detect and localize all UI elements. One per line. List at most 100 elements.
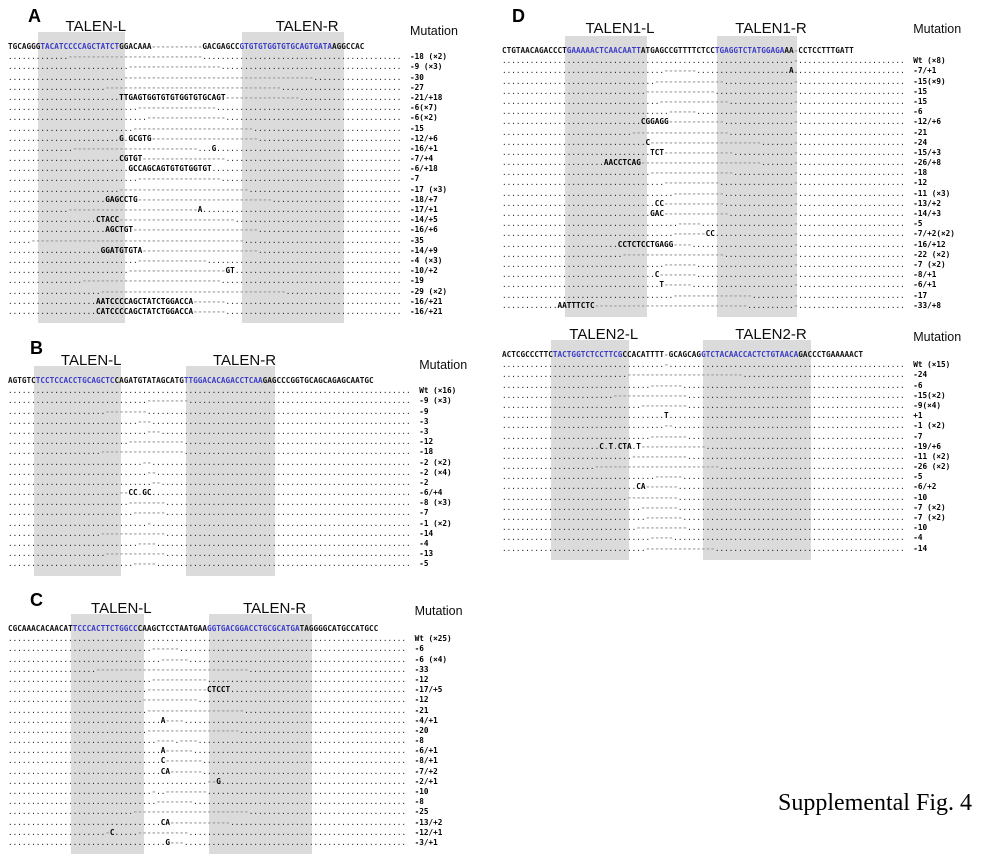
row-sequence: ................------------------------… xyxy=(8,276,402,286)
row-sequence: ....................................----… xyxy=(502,107,905,117)
alignment-row: ...............................-..------… xyxy=(8,787,482,797)
mutation-label: -12 xyxy=(913,178,928,188)
row-sequence: ...................................-----… xyxy=(502,66,905,76)
row-sequence: ..........................--------------… xyxy=(502,249,905,259)
row-sequence: .............---------------------------… xyxy=(8,205,402,214)
row-sequence: ............................------------… xyxy=(502,127,905,137)
alignment-row: ...............................--.......… xyxy=(8,478,486,488)
alignment-row: ...............................---------… xyxy=(502,544,980,554)
alignment-row: .................................------.… xyxy=(8,655,482,665)
mutation-label: -7 (×2) xyxy=(913,502,946,512)
panel-D2: TALEN2-L TALEN2-R Mutation ACTCGCCCTTCTACTG… xyxy=(500,322,981,568)
mutation-label: -5 xyxy=(419,559,429,569)
alignment-row: .................................CC-----… xyxy=(502,199,980,209)
alignment-row: .............---------------------------… xyxy=(8,205,477,215)
talen-right-binding-site: GGTGACGGACCTGCGCATGA xyxy=(207,624,300,633)
row-sequence: ...............................---------… xyxy=(502,543,905,553)
row-sequence: ................................--------… xyxy=(502,168,905,178)
mutation-label: +1 xyxy=(913,411,923,421)
alignment-row: ................................TCT-----… xyxy=(502,148,980,158)
alignment-row: .....................GAGCCTG------------… xyxy=(8,195,477,205)
row-sequence: ....................--------------------… xyxy=(502,462,905,472)
alignment-row: .....................C.T.CTA.T----------… xyxy=(502,442,980,452)
mutation-label: -12 xyxy=(414,695,429,705)
row-sequence: ..............................----------… xyxy=(8,685,407,695)
alignment-row: ...................................-----… xyxy=(502,178,980,188)
alignment-row: ........................................… xyxy=(8,634,482,644)
row-sequence: ...........................-------......… xyxy=(8,508,411,518)
talen-left-binding-site: TACATCCCCAGCTATCT xyxy=(40,42,120,51)
row-sequence: ....................--------------------… xyxy=(8,286,402,296)
row-sequence: ..............................--------..… xyxy=(502,502,905,512)
panel-B: B TALEN-L TALEN-R Mutation AGTGTCTCCTCCACCTG… xyxy=(6,336,499,584)
mutation-label: -7 xyxy=(913,431,923,441)
row-sequence: ..........................--------......… xyxy=(8,498,411,508)
row-sequence: ............................------------… xyxy=(8,103,402,113)
talen-right-binding-site: GTGTGTGGTGTGCAGTGATA xyxy=(239,42,333,51)
mutation-label: -17 (×3) xyxy=(409,184,447,194)
mutation-label: -6 xyxy=(913,107,923,117)
mutation-label: -1 (×2) xyxy=(913,421,946,431)
row-sequence: .................................CC-----… xyxy=(502,198,905,208)
alignment-row: .............................CA-------..… xyxy=(502,482,980,492)
row-sequence: ........................--CC.GC.........… xyxy=(8,488,411,498)
mutation-label: -17/+5 xyxy=(414,685,443,695)
row-sequence: .............................-----------… xyxy=(502,523,905,533)
alignment-row: .................................------.… xyxy=(502,472,980,482)
row-sequence: .............---------------------------… xyxy=(8,52,402,62)
row-sequence: .................................A------… xyxy=(8,746,407,756)
mutation-label: -6/+2 xyxy=(913,482,937,492)
mutation-label: -13 xyxy=(419,549,434,559)
mutation-label: -3 xyxy=(419,426,429,436)
mutation-label: -1 (×2) xyxy=(419,518,452,528)
mutation-label: -9 xyxy=(419,406,429,416)
mutation-label: -14/+3 xyxy=(913,209,942,218)
row-sequence: ........................................… xyxy=(8,386,411,396)
mutation-label: -12/+6 xyxy=(409,133,438,143)
alignment-row: ................................-----...… xyxy=(502,533,980,543)
alignment-area: ACTCGCCCTTCTACTGGTCTCCTTCGCCACATTTT-GCAG… xyxy=(502,340,980,560)
row-sequence: ...................................-....… xyxy=(502,360,905,370)
reference-sequence: CTGTAACAGACCCTGAAAAACTCAACAATTATGAGCCGTT… xyxy=(502,46,854,55)
mutation-label: -2/+1 xyxy=(414,776,438,786)
row-sequence: ........................G.GCGTG---------… xyxy=(8,133,402,143)
talen-right-label: TALEN-R xyxy=(275,18,339,35)
mutation-label: -24 xyxy=(913,370,928,380)
mutation-label: -12 xyxy=(414,674,429,684)
mutation-label: -15 xyxy=(913,96,928,106)
alignment-row: ....................--------------------… xyxy=(502,462,980,472)
row-sequence: ...............................-..------… xyxy=(8,787,407,796)
reference-sequence: TGCAGGGTACATCCCCAGCTATCTGGACAAA---------… xyxy=(8,42,365,51)
row-sequence: .....................-C.....-----------.… xyxy=(8,827,407,837)
talen-left-binding-site: GAAAAACTCAACAATT xyxy=(566,46,641,55)
talen-right-highlight-box xyxy=(186,366,275,576)
row-sequence: ........................----------------… xyxy=(8,184,402,194)
reference-sequence: CGCAAACACAACATTCCCACTTCTGGCCCAAGCTCCTAAT… xyxy=(8,624,379,633)
alignment-area: CGCAAACACAACATTCCCACTTCTGGCCCAAGCTCCTAAT… xyxy=(8,614,482,855)
alignment-row: .........................---------------… xyxy=(8,73,477,83)
alignment-row: ........................G.GCGTG---------… xyxy=(8,134,477,144)
row-sequence: ........................................… xyxy=(8,634,407,644)
mutation-label: -15(×2) xyxy=(913,390,946,400)
mutation-label: -6/+1 xyxy=(913,280,937,290)
mutation-label: -4/+1 xyxy=(414,715,438,725)
alignment-row: ..............................---.......… xyxy=(8,427,486,437)
row-sequence: .....................-------------------… xyxy=(8,82,402,92)
mutation-label: -10/+2 xyxy=(409,266,438,276)
alignment-row: ...............................--------.… xyxy=(502,513,980,523)
row-sequence: ................................----.---… xyxy=(8,736,407,746)
alignment-row: ....................GGATGTGTA-----------… xyxy=(8,246,477,256)
mutation-label: -7/+1 xyxy=(913,66,937,76)
reference-sequence: ACTCGCCCTTCTACTGGTCTCCTTCGCCACATTTT-GCAG… xyxy=(502,350,864,359)
alignment-row: ...........................-------------… xyxy=(502,370,980,380)
row-sequence: ..............................---.......… xyxy=(8,426,411,436)
row-sequence: ............................------------… xyxy=(8,174,402,184)
mutation-label: -11 (×3) xyxy=(913,188,951,198)
row-sequence: ........................................… xyxy=(8,776,407,786)
mutation-column-header: Mutation xyxy=(419,358,468,372)
row-sequence: ...................................-----… xyxy=(502,259,905,269)
alignment-row: ...................AATCCCCAGCTATCTGGACCA… xyxy=(8,297,477,307)
talen-left-binding-site: TCCTCCACCTGCAGCTC xyxy=(35,376,115,385)
mutation-label: -16/+6 xyxy=(409,225,438,235)
